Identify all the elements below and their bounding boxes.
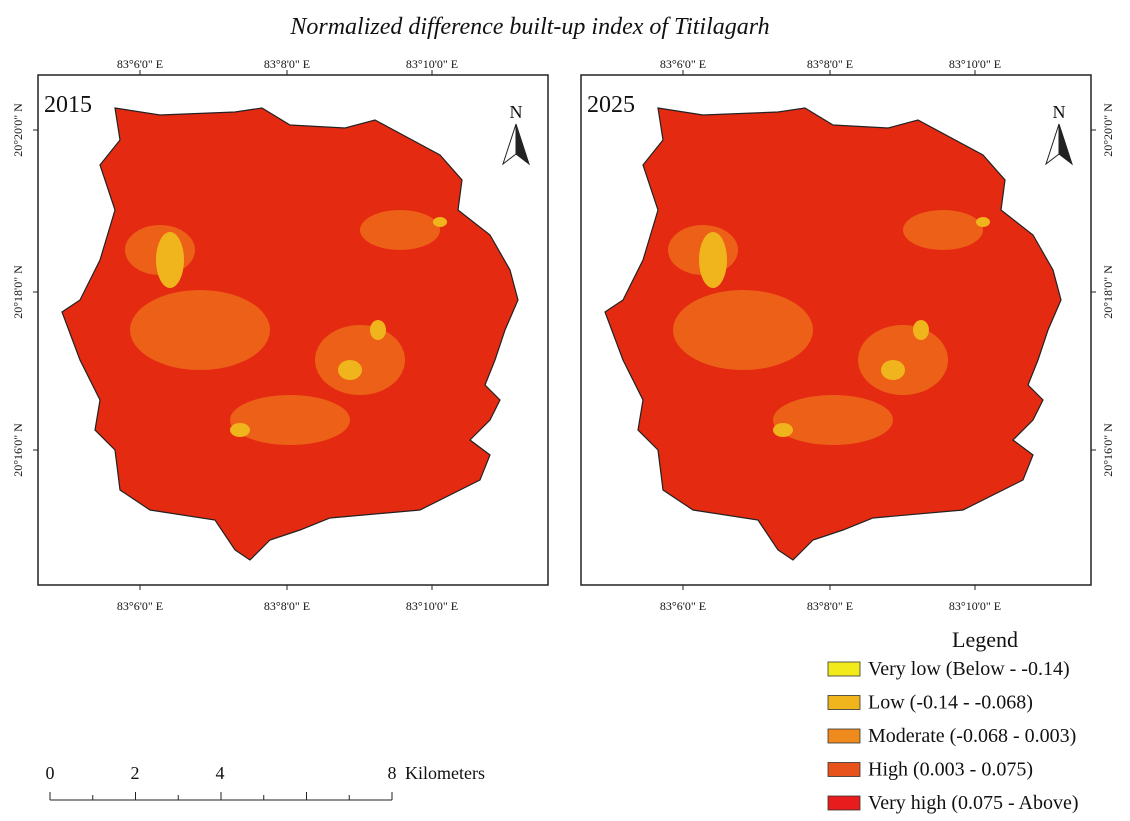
latitude-label: 20°16'0" N — [11, 423, 25, 477]
map-panel: 2025 N 83°6'0" E 83°8'0" E 83°10'0" E 83°6'0"… — [581, 57, 1115, 613]
longitude-label: 83°6'0" E — [117, 599, 163, 613]
latitude-label: 20°18'0" N — [11, 265, 25, 319]
page: { "title": "Normalized difference built-… — [0, 0, 1130, 816]
legend-swatch — [828, 763, 860, 777]
legend-swatch — [828, 729, 860, 743]
latitude-label: 20°20'0" N — [1101, 103, 1115, 157]
north-label: N — [510, 102, 523, 122]
scale-label: 2 — [131, 763, 140, 783]
latitude-label: 20°20'0" N — [11, 103, 25, 157]
legend-label: Very high (0.075 - Above) — [868, 792, 1079, 814]
longitude-label: 83°10'0" E — [949, 599, 1001, 613]
longitude-label: 83°10'0" E — [406, 599, 458, 613]
figure-title: Normalized difference built-up index of … — [289, 14, 769, 40]
year-label: 2015 — [44, 92, 92, 118]
latitude-label: 20°16'0" N — [1101, 423, 1115, 477]
longitude-label: 83°10'0" E — [406, 57, 458, 71]
longitude-label: 83°8'0" E — [807, 599, 853, 613]
scale-label: 4 — [216, 763, 225, 783]
longitude-label: 83°6'0" E — [660, 57, 706, 71]
scale-label: 8 — [388, 763, 397, 783]
longitude-label: 83°10'0" E — [949, 57, 1001, 71]
legend-swatch — [828, 662, 860, 676]
latitude-label: 20°18'0" N — [1101, 265, 1115, 319]
legend-title: Legend — [952, 627, 1018, 652]
longitude-label: 83°8'0" E — [264, 599, 310, 613]
longitude-label: 83°8'0" E — [807, 57, 853, 71]
ndbi-region — [62, 108, 518, 560]
map-panel: 2015 N 83°6'0" E 83°8'0" E 83°10'0" E 83°6'0"… — [11, 57, 548, 613]
longitude-label: 83°6'0" E — [660, 599, 706, 613]
legend-label: High (0.003 - 0.075) — [868, 759, 1033, 781]
year-label: 2025 — [587, 92, 635, 118]
legend-swatch — [828, 696, 860, 710]
legend-label: Very low (Below - -0.14) — [868, 658, 1070, 680]
legend-swatch — [828, 796, 860, 810]
ndbi-region — [605, 108, 1061, 560]
longitude-label: 83°8'0" E — [264, 57, 310, 71]
scale-unit: Kilometers — [405, 763, 485, 783]
legend-label: Moderate (-0.068 - 0.003) — [868, 725, 1076, 747]
legend-label: Low (-0.14 - -0.068) — [868, 692, 1033, 714]
longitude-label: 83°6'0" E — [117, 57, 163, 71]
scale-label: 0 — [46, 763, 55, 783]
north-label: N — [1053, 102, 1066, 122]
map-figure: Normalized difference built-up index of … — [0, 0, 1130, 816]
